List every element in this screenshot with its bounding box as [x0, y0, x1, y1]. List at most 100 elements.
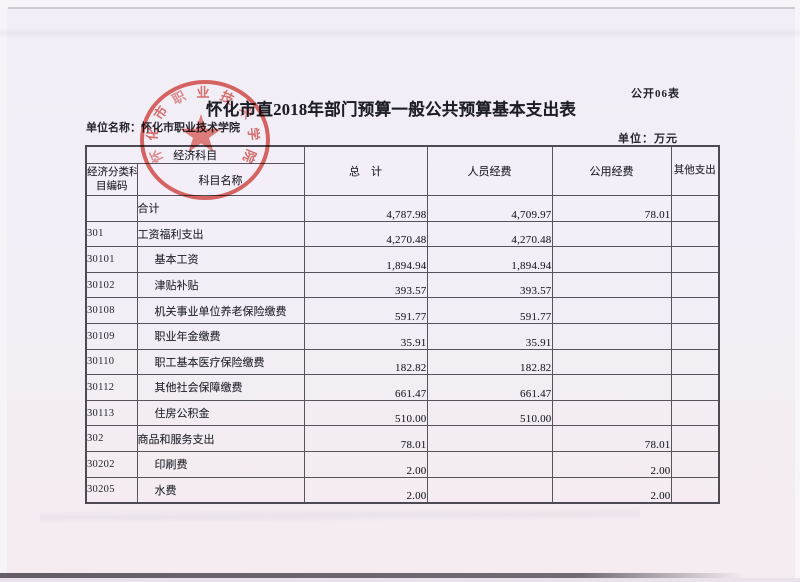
row-other — [670, 297, 720, 324]
seal-character: 职 — [169, 88, 189, 108]
scan-edge-top — [0, 0, 800, 7]
row-code: 30202 — [85, 450, 138, 478]
row-code: 302 — [85, 425, 138, 452]
row-personnel: 591.77 — [426, 297, 553, 324]
row-personnel: 4,270.48 — [426, 220, 553, 248]
scan-edge-bottom-shadow — [0, 573, 745, 578]
unit-name-value: 怀化市职业技术学院 — [141, 122, 240, 134]
page-title: 怀化市直2018年部门预算一般公共预算基本支出表 — [206, 100, 577, 119]
row-public — [551, 322, 672, 350]
row-name: 商品和服务支出 — [136, 425, 305, 452]
unit-of-measure: 单位：万元 — [618, 133, 678, 145]
row-public — [551, 246, 672, 273]
row-name: 职工基本医疗保险缴费 — [136, 348, 305, 376]
row-personnel: 35.91 — [426, 322, 553, 350]
scan-edge-bottom — [0, 578, 800, 582]
row-public — [551, 271, 672, 299]
row-other — [670, 450, 720, 478]
row-total: 591.77 — [303, 297, 428, 324]
row-name: 印刷费 — [136, 450, 305, 478]
row-name: 津贴补贴 — [136, 271, 305, 299]
row-code: 301 — [85, 220, 138, 248]
seal-character: 学 — [245, 126, 262, 141]
row-total: 2.00 — [303, 450, 428, 478]
row-name: 水费 — [136, 476, 305, 504]
row-name: 职业年金缴费 — [136, 322, 305, 350]
row-public — [551, 297, 672, 324]
row-public — [551, 348, 672, 376]
header-personnel: 人员经费 — [426, 145, 553, 196]
table-row: 302 商品和服务支出 78.01 78.01 — [85, 425, 720, 452]
table-row: 30108 机关事业单位养老保险缴费 591.77 591.77 — [85, 297, 720, 324]
row-public — [551, 399, 672, 427]
scan-edge-left — [0, 0, 7, 582]
row-public — [551, 220, 672, 248]
row-other — [670, 425, 720, 452]
row-name: 住房公积金 — [136, 399, 305, 427]
row-code: 30101 — [85, 246, 138, 273]
paper-crease-bottom — [39, 505, 641, 525]
unit-name-label: 单位名称： — [86, 122, 141, 134]
row-total: 182.82 — [303, 348, 428, 376]
row-other — [670, 322, 720, 350]
row-total: 510.00 — [303, 399, 428, 427]
row-personnel — [426, 450, 553, 478]
table-body: 合计 4,787.98 4,709.97 78.01 301 工资福利支出 4,… — [85, 195, 720, 504]
row-total: 4,270.48 — [303, 220, 428, 248]
row-other — [670, 271, 720, 299]
row-total: 2.00 — [303, 476, 428, 504]
row-code: 30113 — [85, 399, 138, 427]
row-personnel: 1,894.94 — [426, 246, 553, 273]
table-row: 30202 印刷费 2.00 2.00 — [85, 450, 720, 478]
table-row: 30109 职业年金缴费 35.91 35.91 — [85, 322, 720, 350]
row-public: 78.01 — [551, 425, 672, 452]
header-other: 其他支出 — [670, 145, 720, 196]
row-code: 30110 — [85, 348, 138, 376]
row-code — [85, 195, 138, 222]
row-other — [670, 348, 720, 376]
row-code: 30205 — [85, 476, 138, 504]
header-economic-subject: 经济科目 — [85, 145, 305, 164]
row-other — [670, 399, 720, 427]
header-code-line2: 目编码 — [96, 180, 128, 192]
row-name: 基本工资 — [136, 246, 305, 273]
row-other — [670, 476, 720, 504]
paper-crease-top — [0, 28, 800, 38]
row-personnel: 4,709.97 — [426, 195, 553, 222]
row-personnel: 510.00 — [426, 399, 553, 427]
row-name: 机关事业单位养老保险缴费 — [136, 297, 305, 324]
table-row: 30205 水费 2.00 2.00 — [85, 476, 720, 504]
table-row: 301 工资福利支出 4,270.48 4,270.48 — [85, 220, 720, 248]
row-personnel: 661.47 — [426, 374, 553, 401]
row-total: 78.01 — [303, 425, 428, 452]
row-other — [670, 195, 720, 222]
row-code: 30112 — [85, 374, 138, 401]
row-other — [670, 246, 720, 273]
row-code: 30108 — [85, 297, 138, 324]
row-public: 2.00 — [551, 476, 672, 504]
row-total: 35.91 — [303, 322, 428, 350]
row-public: 78.01 — [551, 195, 672, 222]
header-code-line1: 经济分类科 — [87, 167, 137, 179]
header-code: 经济分类科 目编码 — [85, 163, 138, 196]
header-row-top: 经济科目 总 计 人员经费 公用经费 其他支出 — [85, 145, 720, 196]
scan-edge-right — [795, 0, 800, 582]
row-personnel: 182.82 — [426, 348, 553, 376]
header-total: 总 计 — [303, 145, 428, 196]
table-row: 30112 其他社会保障缴费 661.47 661.47 — [85, 374, 720, 401]
row-personnel — [426, 476, 553, 504]
table-row: 30102 津贴补贴 393.57 393.57 — [85, 271, 720, 299]
row-name: 其他社会保障缴费 — [136, 374, 305, 401]
row-name: 工资福利支出 — [136, 220, 305, 248]
row-public — [551, 374, 672, 401]
table-row: 30110 职工基本医疗保险缴费 182.82 182.82 — [85, 348, 720, 376]
row-name: 合计 — [136, 195, 305, 222]
row-other — [670, 374, 720, 401]
table-row: 30113 住房公积金 510.00 510.00 — [85, 399, 720, 427]
row-other — [670, 220, 720, 248]
scan-edge-top-shadow — [8, 7, 795, 9]
row-personnel: 393.57 — [426, 271, 553, 299]
table-row: 30101 基本工资 1,894.94 1,894.94 — [85, 246, 720, 273]
row-code: 30102 — [85, 271, 138, 299]
